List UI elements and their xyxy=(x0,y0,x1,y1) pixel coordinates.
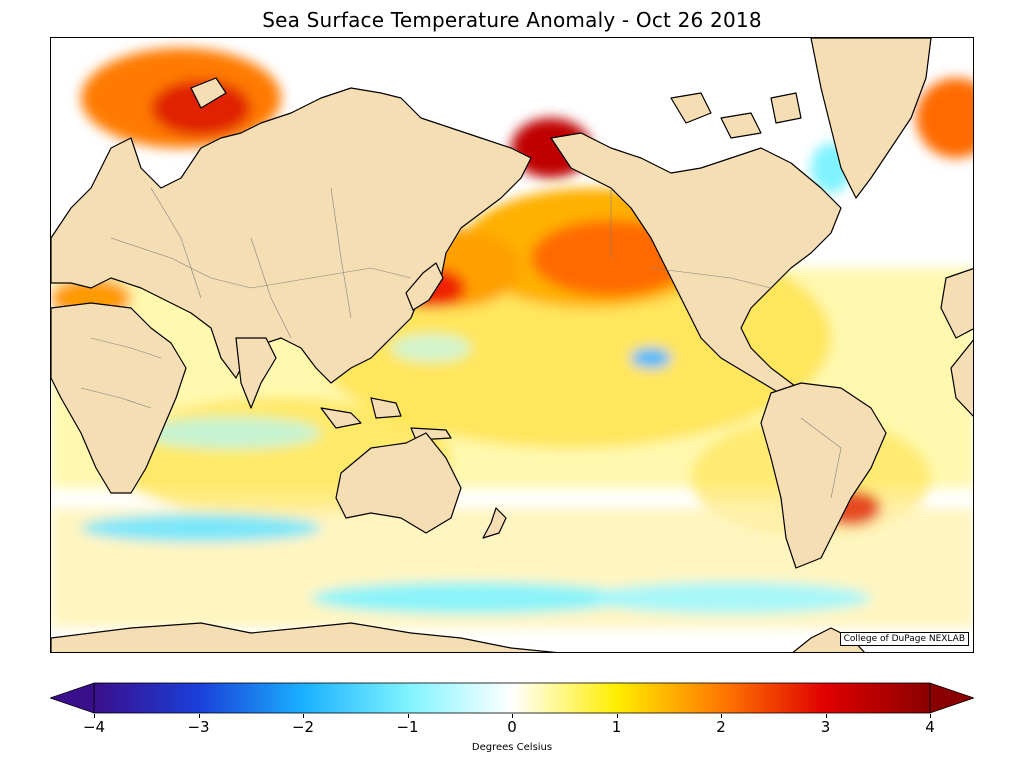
map-title: Sea Surface Temperature Anomaly - Oct 26… xyxy=(262,8,762,32)
colorbar-tick-mark xyxy=(512,714,513,718)
map-canvas xyxy=(51,38,973,652)
south-america xyxy=(760,382,887,569)
colorbar-gradient xyxy=(93,682,931,714)
japan xyxy=(405,262,444,311)
credit-label: College of DuPage NEXLAB xyxy=(839,632,969,646)
colorbar-tick-label: −1 xyxy=(396,718,419,736)
country-borders xyxy=(80,187,842,499)
colorbar-tick-label: −3 xyxy=(187,718,210,736)
colorbar-tick-mark xyxy=(303,714,304,718)
colorbar-tick-mark xyxy=(198,714,200,718)
colorbar-tick-label: 1 xyxy=(611,718,622,736)
india xyxy=(235,337,277,409)
antarctica xyxy=(51,622,558,652)
colorbar xyxy=(50,682,974,714)
colorbar-tick-label: 3 xyxy=(820,718,831,736)
australia xyxy=(335,432,462,534)
colorbar-tick-mark xyxy=(825,714,827,718)
sst-anomaly-map[interactable]: College of DuPage NEXLAB xyxy=(50,37,974,653)
new-zealand xyxy=(482,507,507,539)
land-masses xyxy=(51,38,973,652)
north-america xyxy=(550,132,842,404)
eurasia xyxy=(51,87,532,384)
colorbar-tick-label: 0 xyxy=(507,718,517,736)
colorbar-max-extension xyxy=(929,682,974,714)
colorbar-tick-mark xyxy=(721,714,722,718)
colorbar-shapes xyxy=(50,682,974,714)
anomaly-field xyxy=(51,38,973,652)
colorbar-tick-label: −2 xyxy=(291,718,315,736)
colorbar-label: Degrees Celsius xyxy=(471,742,553,753)
colorbar-tick-mark xyxy=(930,714,931,718)
colorbar-tick-mark xyxy=(407,714,409,718)
colorbar-tick-mark xyxy=(94,714,95,718)
colorbar-tick-label: 2 xyxy=(716,718,726,736)
colorbar-tick-mark xyxy=(616,714,618,718)
africa xyxy=(51,302,187,494)
colorbar-min-extension xyxy=(50,682,95,714)
colorbar-tick-label: 4 xyxy=(925,718,935,736)
colorbar-tick-label: −4 xyxy=(82,718,106,736)
greenland xyxy=(810,38,932,199)
